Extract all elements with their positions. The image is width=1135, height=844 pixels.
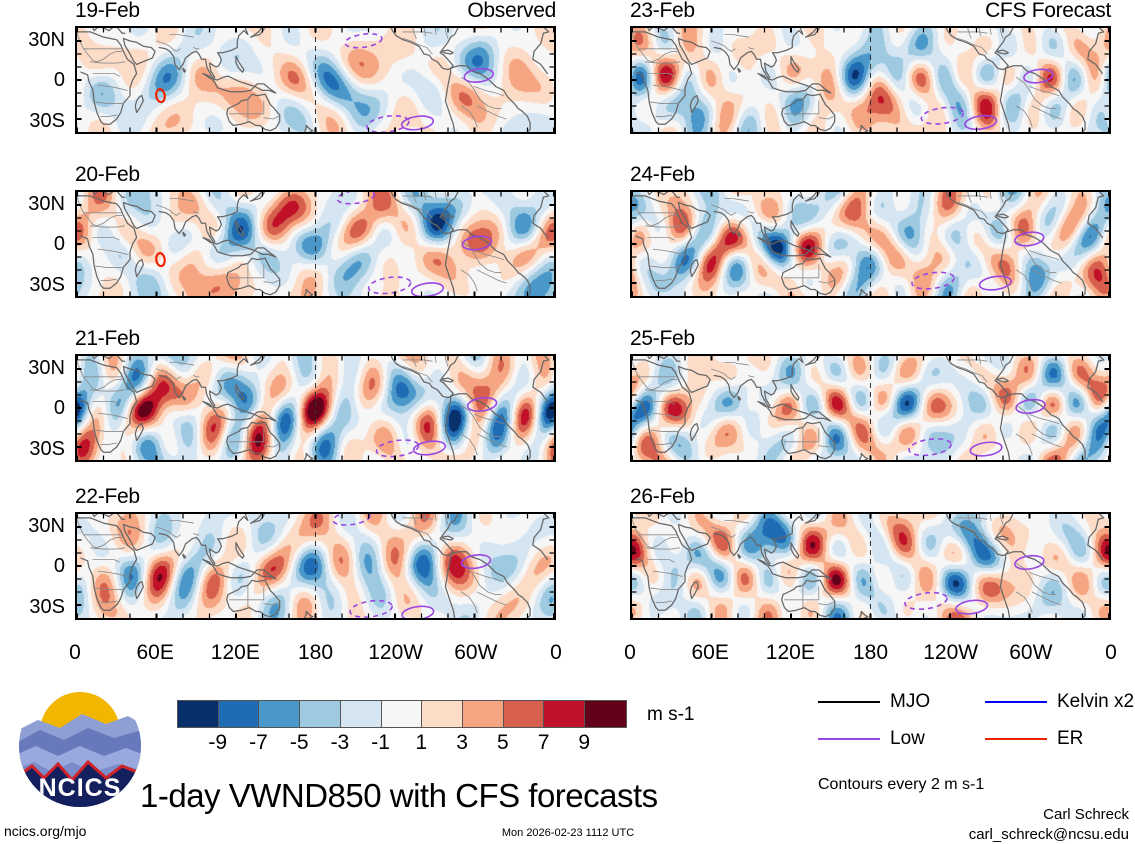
colorbar-tick-label: -9 <box>208 731 228 754</box>
colorbar-tick-label: 1 <box>415 731 428 754</box>
colorbar-tick-label: -5 <box>289 731 309 754</box>
colorbar-cell-0 <box>178 701 219 727</box>
panel-date-label: 25-Feb <box>630 327 695 350</box>
y-axis-label: 0 <box>53 233 65 255</box>
colorbar-cell-5 <box>381 701 423 727</box>
y-axis-label: 30N <box>28 356 65 379</box>
colorbar-cell-3 <box>300 701 341 727</box>
x-axis-label: 120W <box>368 641 424 664</box>
map-panel-25-feb: 25-Feb <box>630 328 1111 462</box>
x-axis-label: 0 <box>69 641 81 664</box>
y-axis-label: 30S <box>29 595 65 618</box>
map-plot-area <box>630 190 1111 298</box>
legend-swatch-kelvin <box>985 701 1047 703</box>
site-url: ncics.org/mjo <box>4 823 87 839</box>
map-plot-area <box>75 190 556 298</box>
legend-label-low: Low <box>890 728 925 749</box>
y-axis-label: 30S <box>29 273 65 296</box>
colorbar-cell-1 <box>218 701 260 727</box>
map-plot-area <box>630 354 1111 462</box>
colorbar-tick-label: -3 <box>330 731 350 754</box>
x-axis-label: 60E <box>691 641 729 664</box>
panel-date-label: 23-Feb <box>630 0 695 22</box>
map-plot-area <box>75 512 556 620</box>
y-axis-label: 30S <box>29 109 65 132</box>
x-axis-label: 120E <box>210 641 260 664</box>
legend-label-mjo: MJO <box>890 691 931 712</box>
colorbar-tick-label: 7 <box>537 731 550 754</box>
panel-date-label: 24-Feb <box>630 163 695 186</box>
y-axis-label: 0 <box>53 69 65 91</box>
colorbar-tick-label: -1 <box>371 731 390 754</box>
page-title: 1-day VWND850 with CFS forecasts <box>140 777 658 814</box>
y-axis-label: 30N <box>28 28 65 51</box>
y-axis-label: 0 <box>53 555 65 577</box>
map-panel-22-feb: 22-Feb <box>75 486 556 620</box>
x-axis-label: 180 <box>852 641 889 664</box>
legend-swatch-mjo <box>818 701 880 703</box>
map-panel-23-feb: 23-Feb CFS Forecast <box>630 0 1111 134</box>
map-panel-19-feb: 19-Feb Observed <box>75 0 556 134</box>
map-panel-24-feb: 24-Feb <box>630 164 1111 298</box>
legend-label-kelvin: Kelvin x2 <box>1057 691 1135 712</box>
x-axis-label: 60E <box>136 641 174 664</box>
colorbar-tick-label: -7 <box>249 731 268 754</box>
x-axis-label: 0 <box>624 641 636 664</box>
map-panel-20-feb: 20-Feb <box>75 164 556 298</box>
author-email: carl_schreck@ncsu.edu <box>968 826 1129 843</box>
y-axis-label: 0 <box>53 397 65 419</box>
author-name: Carl Schreck <box>1043 806 1129 823</box>
legend-label-er: ER <box>1057 728 1084 749</box>
x-axis-label: 120W <box>923 641 979 664</box>
colorbar-cell-4 <box>340 701 382 727</box>
y-axis-label: 30S <box>29 437 65 460</box>
colorbar-cell-9 <box>544 701 586 727</box>
colorbar-cell-8 <box>503 701 545 727</box>
legend-swatch-low <box>818 738 880 740</box>
column-heading-forecast: CFS Forecast <box>985 0 1111 22</box>
column-heading-observed: Observed <box>467 0 556 22</box>
map-plot-area <box>75 354 556 462</box>
x-axis-label: 0 <box>550 641 562 664</box>
colorbar-unit-label: m s-1 <box>647 704 695 725</box>
ncics-logo: NCICS <box>18 684 142 808</box>
map-panel-26-feb: 26-Feb <box>630 486 1111 620</box>
map-plot-area <box>630 26 1111 134</box>
colorbar-cell-6 <box>422 701 464 727</box>
colorbar-tick-label: 5 <box>496 731 509 754</box>
x-axis-label: 60W <box>454 641 498 664</box>
x-axis-label: 180 <box>297 641 334 664</box>
contours-note: Contours every 2 m s-1 <box>818 776 985 793</box>
x-axis-label: 120E <box>765 641 815 664</box>
panel-date-label: 19-Feb <box>75 0 140 22</box>
map-panel-21-feb: 21-Feb <box>75 328 556 462</box>
colorbar-tick-label: 9 <box>578 731 591 754</box>
x-axis-label: 60W <box>1009 641 1053 664</box>
x-axis-label: 0 <box>1105 641 1117 664</box>
render-timestamp: Mon 2026-02-23 1112 UTC <box>501 827 635 839</box>
panel-date-label: 22-Feb <box>75 485 140 508</box>
panel-date-label: 21-Feb <box>75 327 140 350</box>
colorbar-tick-label: 3 <box>456 731 468 754</box>
y-axis-label: 30N <box>28 192 65 215</box>
colorbar-cell-2 <box>259 701 301 727</box>
y-axis-label: 30N <box>28 514 65 537</box>
colorbar-cell-10 <box>585 701 626 727</box>
panel-date-label: 20-Feb <box>75 163 140 186</box>
map-plot-area <box>75 26 556 134</box>
colorbar-cell-7 <box>463 701 504 727</box>
colorbar <box>177 700 627 728</box>
svg-text:NCICS: NCICS <box>39 774 122 802</box>
map-plot-area <box>630 512 1111 620</box>
panel-date-label: 26-Feb <box>630 485 695 508</box>
legend-swatch-er <box>985 738 1047 740</box>
